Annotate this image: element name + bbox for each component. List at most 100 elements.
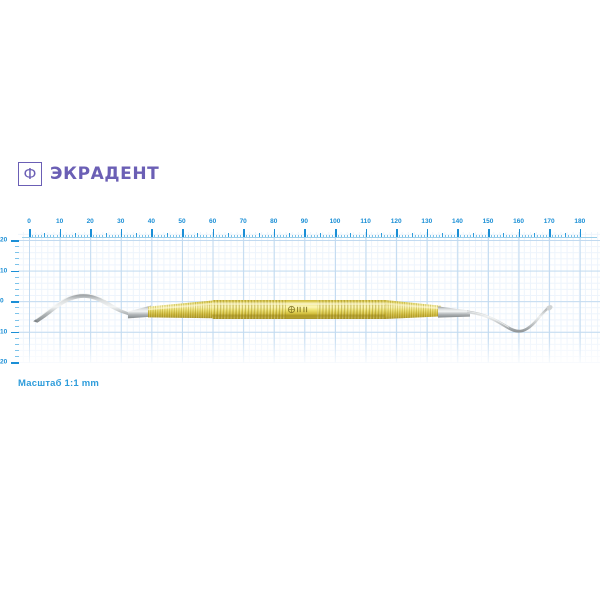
ruler-tick-minor [68,235,70,238]
horizontal-scale: 0 10 20 30 40 50 60 70 80 90 100 110 120 130 140 150 160… [0,218,600,238]
ruler-label-x: 100 [329,218,341,225]
ruler-label-y: 20 [0,358,8,366]
horizontal-scale-baseline [22,237,597,238]
ruler-tick-minor [331,235,333,238]
ruler-tick-minor [350,233,352,238]
ruler-tick-minor [353,235,355,238]
ruler-label-y: 10 [0,328,8,336]
ruler-tick-minor [497,235,499,238]
ruler-tick-minor [99,235,101,238]
ruler-label-x: 180 [574,218,586,225]
ruler-tick-minor [552,235,554,238]
ruler-tick-minor [402,235,404,238]
ruler-tick-minor [558,235,560,238]
ruler-label-x: 120 [390,218,402,225]
ruler-tick-minor [454,235,456,238]
ruler-tick-y-minor [15,350,19,352]
ruler-tick-minor [481,235,483,238]
ruler-tick-minor [286,235,288,238]
ruler-tick-minor [387,235,389,238]
ruler-tick-minor [261,235,263,238]
ruler-tick-y-major [11,362,19,364]
ruler-tick-minor [56,235,58,238]
ruler-tick-minor [478,235,480,238]
ruler-tick-minor [463,235,465,238]
ruler-tick-minor [570,235,572,238]
ruler-tick-major [457,229,459,238]
ruler-tick-minor [81,235,83,238]
ruler-tick-major [90,229,92,238]
ruler-tick-minor [139,235,141,238]
ruler-label-x: 20 [86,218,94,225]
ruler-tick-major [59,229,62,238]
ruler-label-x: 90 [300,218,309,225]
brand-name: ЭКРАДЕНТ [50,164,160,184]
ruler-tick-minor [136,233,138,238]
ruler-tick-minor [87,235,89,238]
brand-logo: Ф ЭКРАДЕНТ [18,162,159,186]
ruler-tick-minor [466,235,468,238]
ruler-label-x: 60 [208,218,217,225]
ruler-tick-minor [344,235,346,238]
ruler-tick-minor [484,235,486,238]
ruler-tick-minor [307,235,309,238]
ruler-tick-minor [347,235,349,238]
ruler-tick-major [243,229,245,238]
ruler-tick-minor [237,235,239,238]
ruler-tick-minor [380,233,382,238]
ruler-tick-minor [494,235,496,238]
ruler-tick-minor [509,235,511,238]
ruler-tick-minor [111,235,113,238]
ruler-label-x: 140 [451,218,463,225]
ruler-label-x: 170 [543,218,555,225]
ruler-tick-y-minor [15,307,19,309]
ruler-tick-minor [527,235,529,238]
ruler-tick-minor [32,235,34,238]
ruler-tick-minor [169,235,171,238]
ruler-tick-minor [420,235,422,238]
ruler-tick-minor [117,235,119,238]
ruler-tick-minor [203,235,205,238]
ruler-tick-minor [114,235,116,238]
ruler-tick-major [365,229,368,238]
ruler-tick-minor [573,235,575,238]
ruler-tick-minor [123,235,125,238]
ruler-tick-major [273,229,276,238]
ruler-tick-major [151,229,153,238]
ruler-tick-minor [500,235,502,238]
ruler-label-x: 110 [360,218,371,225]
ruler-tick-major [212,229,215,238]
ruler-label-x: 0 [27,218,31,225]
ruler-tick-minor [512,235,514,238]
ruler-tick-minor [282,235,284,238]
ruler-tick-minor [475,235,477,238]
ruler-label-x: 150 [482,218,494,225]
ruler-tick-minor [44,233,46,238]
ruler-tick-minor [166,233,168,238]
ruler-tick-minor [442,233,444,238]
ruler-tick-y-minor [15,276,19,278]
ruler-tick-y-minor [15,344,19,346]
ruler-tick-minor [65,235,67,238]
ruler-tick-minor [319,233,321,238]
ruler-tick-major [488,229,490,238]
ruler-tick-minor [35,235,37,238]
ruler-tick-minor [313,235,315,238]
ruler-tick-major [579,229,582,238]
ruler-tick-y-major [11,331,19,334]
ruler-tick-minor [555,235,557,238]
ruler-tick-minor [371,235,373,238]
ruler-tick-minor [178,235,180,238]
ruler-tick-minor [172,235,174,238]
ruler-tick-minor [338,235,340,238]
ruler-tick-minor [561,235,563,238]
ruler-label-x: 160 [513,218,525,225]
ruler-tick-minor [432,235,434,238]
ruler-tick-minor [209,235,211,238]
ruler-tick-minor [194,235,196,238]
ruler-tick-minor [393,235,395,238]
ruler-tick-minor [383,235,385,238]
ruler-tick-minor [408,235,410,238]
ruler-tick-minor [218,235,220,238]
ruler-tick-y-minor [15,282,19,284]
